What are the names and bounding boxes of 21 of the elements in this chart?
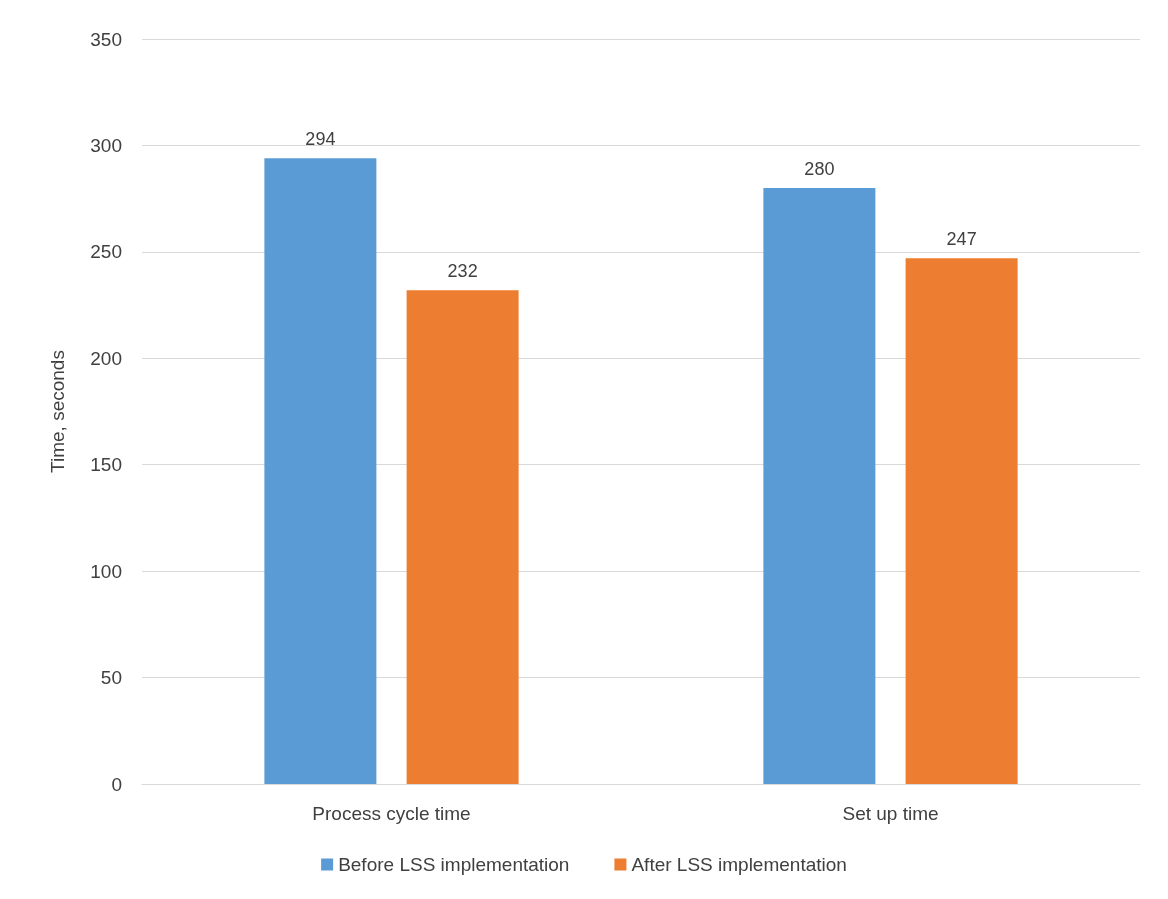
data-label: 280 — [804, 159, 835, 179]
x-tick-label: Set up time — [842, 803, 939, 824]
y-tick-label: 0 — [111, 773, 122, 795]
bar — [763, 188, 876, 784]
data-label: 232 — [447, 261, 478, 282]
bar — [905, 258, 1018, 784]
y-tick-label: 50 — [100, 667, 122, 689]
bar — [264, 158, 377, 784]
legend-label: After LSS implementation — [631, 854, 847, 875]
y-tick-label: 100 — [90, 560, 122, 582]
y-tick-label: 350 — [90, 28, 122, 50]
y-tick-label: 250 — [90, 241, 122, 263]
y-tick-label: 300 — [90, 134, 122, 156]
y-axis-title: Time, seconds — [47, 350, 68, 473]
data-label: 247 — [946, 229, 977, 250]
bar — [406, 290, 519, 784]
x-tick-label: Process cycle time — [312, 803, 471, 824]
legend-label: Before LSS implementation — [338, 854, 570, 875]
y-tick-label: 200 — [90, 347, 122, 369]
y-tick-label: 150 — [90, 454, 122, 476]
data-label: 294 — [305, 129, 336, 150]
